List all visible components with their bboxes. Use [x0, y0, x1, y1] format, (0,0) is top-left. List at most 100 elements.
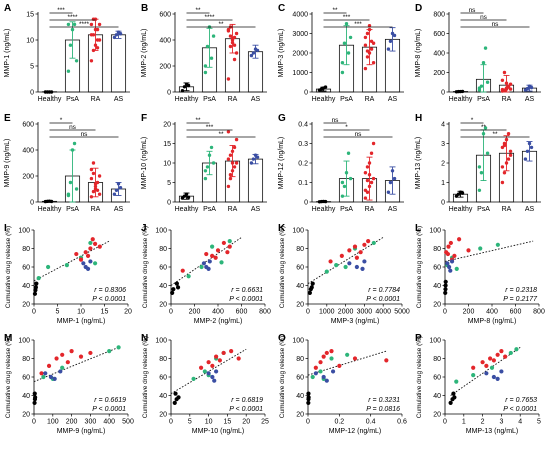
- data-point-psa: [204, 64, 207, 67]
- data-point-healthy: [187, 196, 190, 199]
- correlation-r: r = 0.7784: [368, 287, 400, 294]
- y-tick-label: 60: [433, 265, 441, 272]
- data-point-ra: [207, 360, 211, 364]
- data-point-psa: [325, 270, 329, 274]
- data-point-psa: [482, 132, 485, 135]
- data-point-psa: [117, 345, 121, 349]
- panel-label-b: B: [141, 3, 148, 14]
- data-point-ra: [227, 157, 230, 160]
- data-point-ra: [507, 84, 510, 87]
- panel-label-d: D: [415, 3, 422, 14]
- p-value: P < 0.0001: [92, 406, 126, 413]
- y-tick-label: 40: [433, 393, 441, 400]
- data-point-ra: [90, 59, 93, 62]
- data-point-ra: [503, 355, 507, 359]
- data-point-ra: [370, 40, 373, 43]
- x-tick-label: AS: [251, 96, 261, 103]
- y-tick-label: 20: [163, 122, 171, 129]
- data-point-ra: [499, 349, 503, 353]
- data-point-ra: [66, 360, 70, 364]
- x-tick-label: 1: [462, 419, 466, 426]
- p-value: P < 0.0001: [503, 406, 537, 413]
- data-point-psa: [204, 177, 207, 180]
- data-point-ra: [90, 177, 93, 180]
- data-point-psa: [67, 70, 70, 73]
- data-point-as: [387, 47, 390, 50]
- data-point-ra: [359, 250, 363, 254]
- x-tick-label: 10: [205, 419, 213, 426]
- data-point-psa: [478, 165, 481, 168]
- significance-label: ns: [332, 117, 340, 124]
- significance-label: ns: [69, 124, 77, 131]
- data-point-ra: [503, 71, 506, 74]
- data-point-healthy: [181, 89, 184, 92]
- data-point-healthy: [306, 401, 310, 405]
- bar-as: [111, 35, 125, 92]
- data-point-ra: [501, 165, 504, 168]
- data-point-ra: [222, 351, 226, 355]
- data-point-as: [210, 375, 214, 379]
- data-point-as: [113, 193, 116, 196]
- p-value: P < 0.0001: [92, 296, 126, 303]
- data-point-ra: [228, 245, 232, 249]
- data-point-psa: [311, 375, 315, 379]
- data-point-ra: [92, 33, 95, 36]
- data-point-psa: [199, 265, 203, 269]
- y-axis-label: MMP-13 (ng/mL): [415, 137, 422, 190]
- data-point-ra: [79, 355, 83, 359]
- trend-line: [171, 237, 242, 285]
- data-point-ra: [505, 82, 508, 85]
- x-tick-label: 20: [124, 309, 132, 316]
- data-point-ra: [509, 150, 512, 153]
- data-point-ra: [364, 44, 367, 47]
- data-point-ra: [181, 269, 185, 273]
- data-point-ra: [366, 179, 369, 182]
- panel-label-f: F: [141, 113, 147, 124]
- data-point-healthy: [443, 287, 447, 291]
- y-tick-label: 100: [18, 338, 30, 345]
- data-point-psa: [349, 36, 352, 39]
- data-point-psa: [478, 86, 481, 89]
- data-point-healthy: [50, 90, 53, 93]
- significance-label: ***: [354, 21, 362, 28]
- x-tick-label: RA: [365, 96, 375, 103]
- y-tick-label: 80: [22, 246, 30, 253]
- significance-label: **: [492, 131, 498, 138]
- x-tick-label: AS: [525, 96, 535, 103]
- x-tick-label: 500: [122, 419, 134, 426]
- data-point-ra: [507, 132, 510, 135]
- y-tick-label: 2: [441, 161, 445, 168]
- data-point-psa: [478, 189, 481, 192]
- y-tick-label: 0.3: [298, 141, 308, 148]
- correlation-r: r = 0.2318: [505, 287, 537, 294]
- data-point-ra: [507, 157, 510, 160]
- data-point-psa: [482, 61, 485, 64]
- x-tick-label: 4: [518, 419, 522, 426]
- data-point-ra: [449, 241, 453, 245]
- data-point-ra: [210, 364, 214, 368]
- y-tick-label: 80: [22, 356, 30, 363]
- data-point-ra: [98, 174, 101, 177]
- x-axis-label: MMP-9 (ng/mL): [57, 428, 106, 435]
- y-tick-label: 0: [167, 200, 171, 207]
- data-point-as: [447, 265, 451, 269]
- data-point-ra: [227, 77, 230, 80]
- data-point-as: [119, 186, 122, 189]
- correlation-r: r = 0.8306: [94, 287, 126, 294]
- x-axis-label: MMP-2 (ng/mL): [194, 318, 243, 325]
- data-point-as: [256, 155, 259, 158]
- p-value: P < 0.0001: [229, 296, 263, 303]
- y-tick-label: 4: [441, 122, 445, 129]
- data-point-psa: [341, 181, 344, 184]
- data-point-psa: [187, 274, 191, 278]
- x-tick-label: RA: [91, 96, 101, 103]
- data-point-healthy: [443, 283, 447, 287]
- data-point-healthy: [32, 401, 36, 405]
- x-tick-label: Healthy: [38, 96, 62, 103]
- y-tick-label: 40: [296, 393, 304, 400]
- x-axis-label: MMP-3 (ng/mL): [331, 318, 380, 325]
